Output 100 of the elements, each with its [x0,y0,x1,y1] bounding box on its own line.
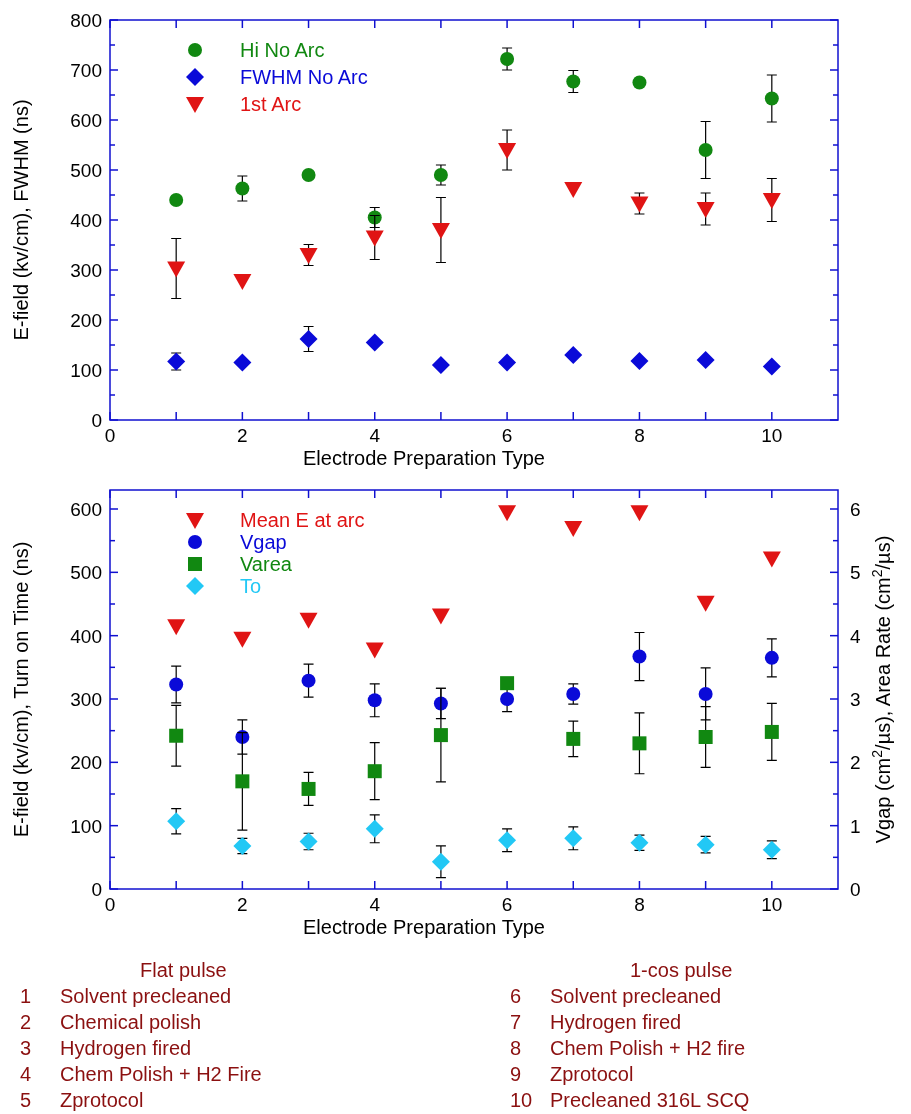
y-tick-label: 400 [70,625,102,647]
legend-label: Hi No Arc [240,39,325,61]
point [564,829,583,848]
y-tick-label: 800 [70,10,102,31]
y-tick-label: 500 [70,562,102,584]
legend-label: Vgap [240,531,287,553]
y-tick-label: 200 [70,310,102,331]
y-tick-label: 200 [70,752,102,774]
point [433,728,448,743]
point [167,352,186,371]
point [564,521,583,537]
x-tick-label: 2 [237,894,248,915]
y-tick-label: 100 [70,815,102,837]
point [762,551,781,568]
point [365,819,384,838]
point [235,181,250,196]
point [365,642,384,659]
y2-tick-label: 0 [850,879,861,900]
point [498,143,517,159]
y2-tick-label: 3 [850,689,861,710]
point [630,196,649,213]
point [698,686,713,701]
point [367,693,382,708]
point [500,676,515,691]
point [169,677,184,692]
point [301,781,316,796]
legend-label: 1st Arc [240,93,302,115]
point [233,353,252,372]
x-tick-label: 8 [634,894,645,915]
point [566,731,581,746]
legend-label: To [240,575,262,597]
y2-tick-label: 2 [850,752,861,774]
point [762,193,781,209]
point [167,261,186,278]
point [365,333,384,352]
x-tick-label: 10 [761,894,783,915]
point [299,330,318,348]
point [365,230,384,247]
y2-tick-label: 1 [850,815,861,837]
x-tick-label: 6 [501,894,513,915]
y-tick-label: 0 [91,879,102,900]
point [301,168,316,182]
x-tick-label: 0 [104,425,116,446]
point [233,274,252,290]
point [566,686,581,701]
point [433,168,448,182]
point [632,75,647,90]
y-tick-label: 100 [70,360,102,381]
y-tick-label: 500 [70,160,102,181]
point [696,835,715,854]
text: 3 Hydrogen fired [20,1037,192,1059]
x-tick-label: 8 [634,425,645,446]
point [764,724,779,739]
text: 7 Hydrogen fired [510,1011,682,1033]
y2-tick-label: 6 [850,499,861,520]
point [764,650,779,665]
point [632,736,647,751]
point [630,352,649,370]
x-tick-label: 4 [369,425,381,446]
x-axis-title: Electrode Preparation Type [302,916,546,938]
x-axis-title: Electrode Preparation Type [302,447,546,469]
x-tick-label: 2 [237,425,248,446]
point [498,353,517,372]
point [696,202,715,218]
y-tick-label: 300 [70,260,102,281]
point [233,631,252,648]
point [169,193,184,207]
y2-tick-label: 4 [850,625,861,647]
point [698,730,713,744]
point [498,505,517,522]
point [233,836,252,855]
x-tick-label: 0 [104,894,116,915]
point [167,812,186,831]
point [498,831,517,850]
point [431,608,450,625]
x-tick-label: 4 [369,894,381,915]
legend-label: FWHM No Arc [240,66,368,88]
point [431,356,450,374]
text: 10 Precleaned 316L SCQ [510,1089,750,1111]
y-tick-label: 600 [70,499,102,520]
point [301,673,316,688]
y-tick-label: 0 [91,410,102,431]
text: 6 Solvent precleaned [510,985,722,1007]
point [431,223,450,239]
legend-label: Varea [240,553,293,575]
point [764,91,779,106]
text: 4 Chem Polish + H2 Fire [20,1063,262,1085]
legend-label: Mean E at arc [240,509,365,531]
text: 8 Chem Polish + H2 fire [510,1037,746,1059]
y-axis-title: E-field (kv/cm), FWHM (ns) [10,99,32,341]
y-tick-label: 700 [70,60,102,81]
text: 5 Zprotocol [20,1089,144,1111]
point [431,852,450,871]
point [299,248,318,264]
y-tick-label: 400 [70,210,102,231]
y-tick-label: 300 [70,689,102,710]
point [235,774,250,789]
point [299,612,318,629]
point [762,357,781,376]
x-tick-label: 10 [761,425,783,446]
